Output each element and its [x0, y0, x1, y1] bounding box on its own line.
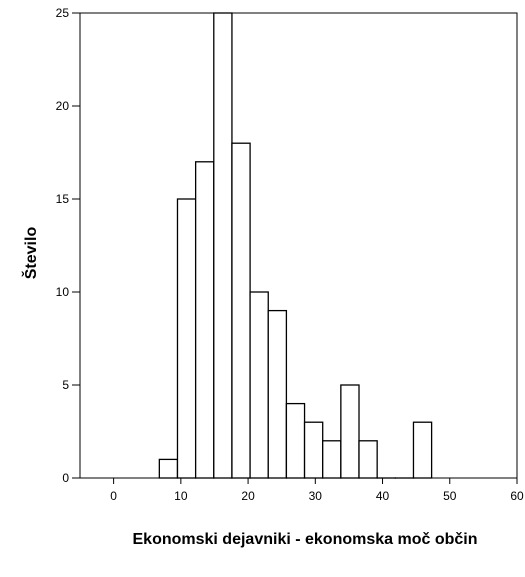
y-tick-label-2: 10 [56, 285, 70, 299]
x-tick-label-3: 30 [309, 489, 323, 503]
y-tick-label-1: 5 [62, 378, 69, 392]
y-tick-label-3: 15 [56, 192, 70, 206]
y-tick-label-5: 25 [56, 6, 70, 20]
x-tick-label-4: 40 [376, 489, 390, 503]
y-tick-label-4: 20 [56, 99, 70, 113]
histogram-bar-1 [176, 198, 197, 479]
bars [158, 12, 433, 479]
histogram-bar-6 [267, 309, 288, 479]
y-tick-label-0: 0 [62, 471, 69, 485]
x-tick-label-0: 0 [110, 489, 117, 503]
x-tick-label-6: 60 [510, 489, 524, 503]
histogram-bar-2 [194, 161, 215, 479]
histogram-bar-5 [249, 291, 269, 479]
x-tick-label-2: 20 [241, 489, 255, 503]
histogram-bar-11 [358, 440, 378, 479]
x-axis-ticks: 0 10 20 30 40 50 60 [110, 478, 524, 503]
histogram-bar-7 [285, 402, 306, 479]
histogram-bar-4 [231, 142, 251, 479]
histogram-bar-9 [322, 440, 342, 479]
x-tick-label-1: 10 [174, 489, 188, 503]
histogram-bar-14 [412, 421, 433, 479]
histogram-bar-0 [158, 458, 179, 479]
histogram-bar-10 [340, 384, 360, 479]
x-axis-label: Ekonomski dejavniki - ekonomska moč obči… [132, 531, 478, 548]
y-axis-ticks: 0 5 10 15 20 25 [56, 6, 80, 485]
histogram-bar-3 [213, 12, 233, 479]
x-tick-label-5: 50 [443, 489, 457, 503]
y-axis-label: Število [21, 227, 40, 280]
histogram-bar-8 [303, 421, 324, 479]
